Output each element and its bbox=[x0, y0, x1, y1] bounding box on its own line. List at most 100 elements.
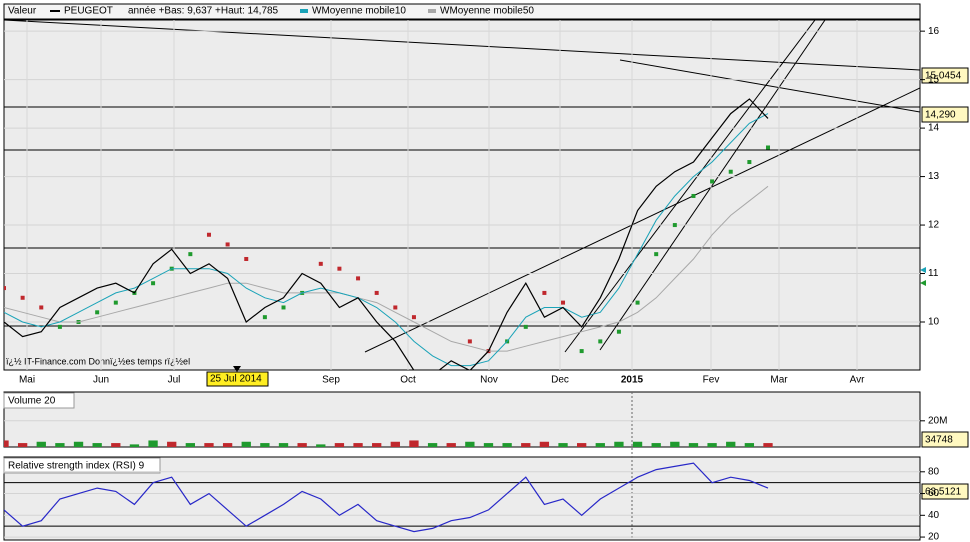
sar-dot bbox=[206, 232, 211, 237]
sar-dot bbox=[579, 349, 584, 354]
sar-dot bbox=[151, 281, 156, 286]
trend-line bbox=[599, 20, 826, 351]
sar-dot bbox=[318, 261, 323, 266]
volume-bar bbox=[4, 440, 9, 447]
sar-dot bbox=[654, 252, 659, 257]
volume-bar bbox=[55, 443, 65, 447]
trend-line bbox=[364, 87, 920, 353]
sar-dot bbox=[262, 315, 267, 320]
x-tick-label: Avr bbox=[850, 375, 865, 386]
sar-dot bbox=[356, 276, 361, 281]
main-panel bbox=[3, 19, 921, 371]
y-tick-label: 11 bbox=[928, 268, 939, 279]
trend-lines bbox=[4, 20, 920, 370]
sar-dot bbox=[20, 295, 25, 300]
sar-dot bbox=[561, 300, 566, 305]
y-tick-label: 40 bbox=[928, 510, 940, 521]
volume-bar bbox=[614, 441, 624, 447]
volume-bar bbox=[390, 441, 400, 447]
volume-bar bbox=[651, 443, 661, 447]
watermark: ï¿½ IT-Finance.com Donnï¿½es temps rï¿½e… bbox=[6, 356, 190, 366]
volume-bar bbox=[73, 441, 84, 447]
x-tick-label: Jul bbox=[168, 375, 181, 386]
volume-bar bbox=[241, 441, 251, 447]
sar-dot bbox=[728, 169, 733, 174]
annotation: 15,0454 bbox=[925, 71, 962, 82]
trend-line bbox=[4, 20, 920, 71]
volume-bar bbox=[278, 443, 289, 447]
sar-dot bbox=[57, 324, 62, 329]
plot-area bbox=[4, 420, 920, 447]
sar-dot bbox=[188, 252, 193, 257]
volume-bar bbox=[222, 443, 233, 447]
series-line bbox=[4, 113, 769, 367]
volume-bar bbox=[483, 443, 494, 447]
sar-dot bbox=[598, 339, 603, 344]
x-tick-label: Dec bbox=[551, 375, 569, 386]
range-subtitle: année +Bas: 9,637 +Haut: 14,785 bbox=[128, 6, 279, 17]
legend-entry: WMoyenne mobile50 bbox=[440, 6, 534, 17]
cursor-marker bbox=[233, 366, 241, 372]
sar-dot bbox=[710, 179, 715, 184]
volume-bar bbox=[763, 443, 773, 447]
x-tick-label: Fev bbox=[703, 375, 720, 386]
y-tick-label: 16 bbox=[928, 26, 940, 37]
sar-dot bbox=[542, 290, 547, 295]
volume-bar bbox=[111, 443, 121, 447]
volume-bar bbox=[577, 443, 587, 447]
sar-dot bbox=[672, 223, 677, 228]
legend-swatch bbox=[50, 10, 60, 12]
volume-bar bbox=[409, 440, 419, 447]
x-tick-label: Mar bbox=[770, 375, 788, 386]
volume-bar bbox=[632, 441, 643, 447]
sar-dot bbox=[281, 305, 286, 310]
annotation: 14,290 bbox=[925, 110, 956, 121]
volume-bar bbox=[670, 441, 680, 447]
last-value: 63,5121 bbox=[925, 487, 962, 498]
panel-title-box bbox=[3, 457, 161, 474]
trend-line bbox=[619, 59, 920, 113]
volume-bar bbox=[297, 443, 307, 447]
volume-bar bbox=[353, 443, 363, 447]
y-tick-label: 60 bbox=[928, 488, 940, 499]
sar-dot bbox=[691, 193, 696, 198]
y-tick-label: 80 bbox=[928, 466, 940, 477]
x-tick-label: Oct bbox=[400, 375, 416, 386]
volume-bar bbox=[148, 440, 158, 447]
volume-bar bbox=[595, 443, 605, 447]
panel-title: Volume 20 bbox=[8, 396, 56, 407]
volume-bar bbox=[316, 444, 326, 447]
x-tick-label: 2015 bbox=[621, 375, 644, 386]
marker bbox=[920, 267, 926, 273]
x-tick-label: Nov bbox=[480, 375, 498, 386]
y-tick-label: 20 bbox=[928, 532, 940, 542]
value-box bbox=[921, 483, 969, 500]
volume-panel bbox=[3, 391, 921, 448]
volume-bar bbox=[726, 441, 736, 447]
volume-bar bbox=[465, 441, 475, 447]
panel-title: Valeur bbox=[8, 6, 37, 17]
sar-dot bbox=[225, 242, 230, 247]
last-value: 34748 bbox=[925, 435, 953, 446]
trend-line bbox=[564, 20, 816, 353]
legend-swatch bbox=[428, 9, 436, 13]
volume-bar bbox=[260, 443, 270, 447]
plot-area bbox=[4, 462, 920, 538]
price-box bbox=[921, 67, 969, 84]
y-tick-label: 20M bbox=[928, 415, 947, 426]
sar-dot bbox=[374, 290, 379, 295]
legend-bar bbox=[3, 3, 921, 20]
y-tick-label: 13 bbox=[928, 171, 940, 182]
volume-bar bbox=[129, 444, 140, 447]
sar-dot bbox=[393, 305, 398, 310]
y-tick-label: 15 bbox=[928, 74, 940, 85]
y-tick-label: 14 bbox=[928, 123, 940, 134]
volume-bar bbox=[92, 443, 102, 447]
series-line bbox=[4, 462, 769, 533]
sar-dot bbox=[4, 286, 6, 291]
volume-bar bbox=[446, 443, 456, 447]
cursor-label: 25 Jul 2014 bbox=[210, 374, 262, 385]
volume-bar bbox=[427, 443, 438, 447]
y-tick-label: 10 bbox=[928, 317, 940, 328]
